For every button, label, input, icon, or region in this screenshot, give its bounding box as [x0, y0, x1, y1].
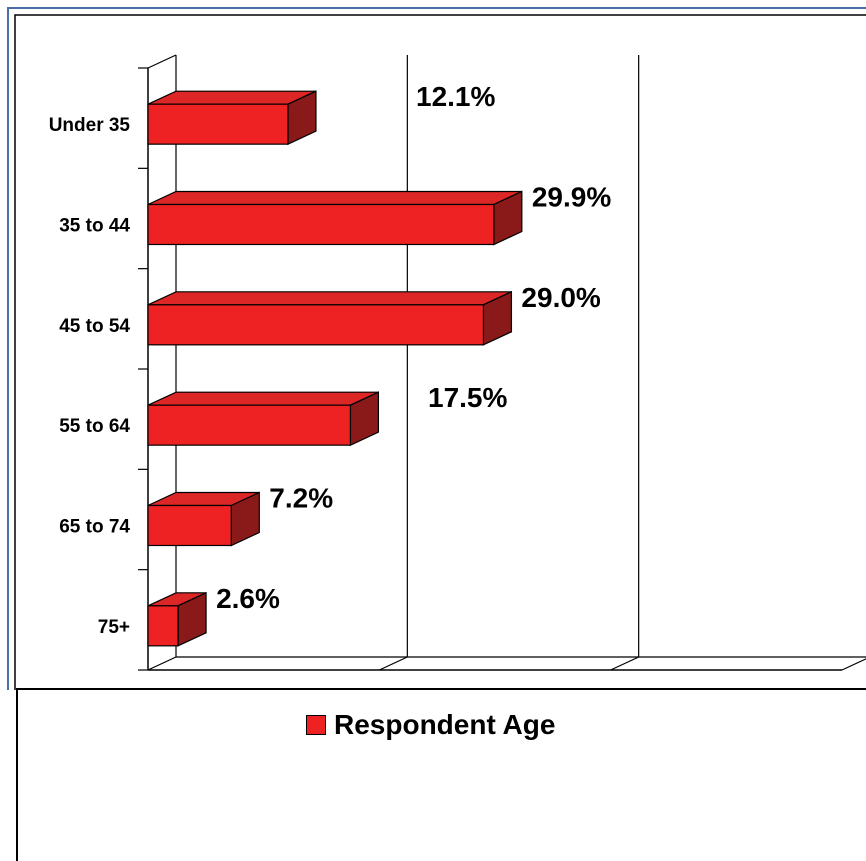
wall-top-edge	[147, 54, 177, 69]
bar-front-2	[147, 304, 485, 346]
bar-front-0	[147, 103, 289, 145]
bar-front-5	[147, 605, 179, 647]
legend-swatch	[306, 715, 326, 735]
bar-0	[147, 90, 317, 146]
data-label-3: 17.5%	[428, 382, 507, 413]
data-label-2: 29.0%	[521, 282, 600, 313]
bar-top-2	[147, 291, 512, 306]
gridlines	[147, 55, 866, 671]
floor-line-2	[610, 656, 639, 671]
bar-2	[147, 290, 513, 346]
category-label-1: 35 to 44	[59, 216, 130, 237]
legend-panel	[16, 688, 866, 861]
data-label-0: 12.1%	[416, 81, 495, 112]
frame-inner-border	[14, 14, 866, 690]
bar-4	[147, 491, 260, 547]
category-label-2: 45 to 54	[59, 316, 130, 337]
floor-line-3	[841, 658, 866, 671]
axes	[138, 54, 866, 671]
bar-3	[147, 391, 380, 447]
bar-front-1	[147, 203, 495, 246]
category-label-5: 75+	[98, 617, 130, 638]
bar-top-1	[147, 190, 523, 206]
frame-border	[7, 7, 866, 690]
data-label-4: 7.2%	[269, 483, 333, 514]
legend: Respondent Age	[306, 709, 555, 741]
bar-front-4	[147, 504, 232, 547]
bar-1	[147, 190, 523, 246]
bar-top-3	[147, 391, 379, 406]
bar-5	[147, 591, 207, 647]
legend-label: Respondent Age	[334, 709, 556, 740]
data-label-5: 2.6%	[216, 583, 280, 614]
bars	[147, 90, 523, 647]
data-label-1: 29.9%	[532, 182, 611, 213]
floor-line-0	[147, 656, 177, 671]
category-label-0: Under 35	[49, 115, 131, 136]
category-label-3: 55 to 64	[59, 416, 130, 437]
floor-line-1	[379, 656, 408, 671]
bar-front-3	[147, 404, 352, 446]
category-label-4: 65 to 74	[59, 517, 130, 538]
